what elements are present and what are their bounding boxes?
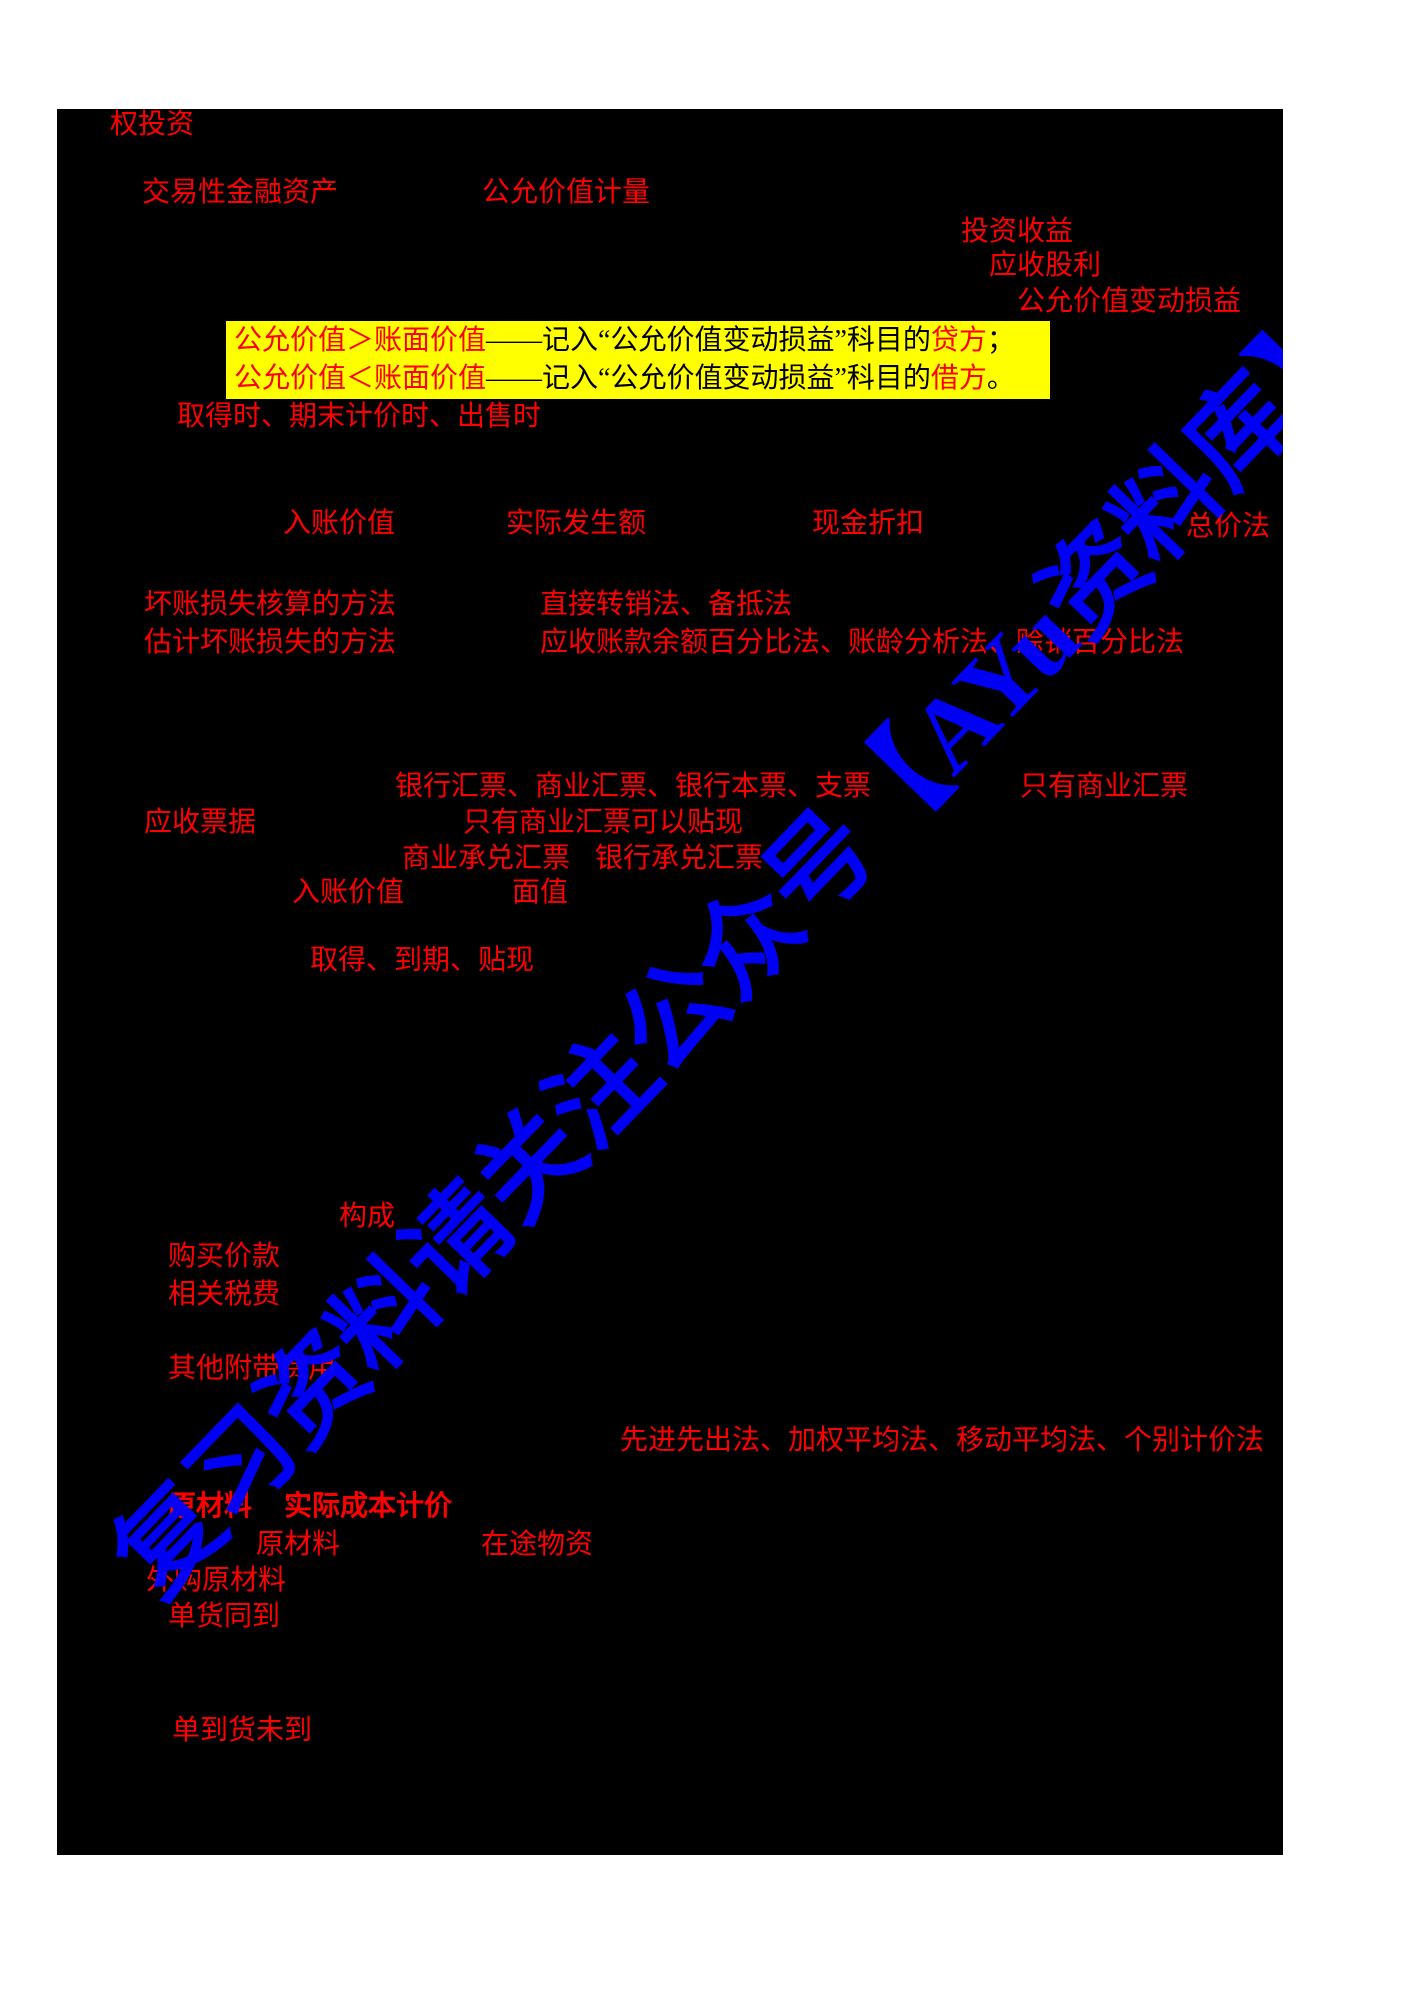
highlight-middle: ——记入“公允价值变动损益”科目的 bbox=[486, 363, 931, 394]
highlight-condition: 公允价值＞账面价值 bbox=[234, 325, 487, 356]
note-label: 直接转销法、备抵法 bbox=[540, 589, 793, 620]
note-label: 银行汇票、商业汇票、银行本票、支票 bbox=[395, 771, 872, 802]
note-label: 其他附带费用 bbox=[168, 1353, 337, 1384]
note-label: 原材料 bbox=[256, 1529, 341, 1560]
note-label: 商业承兑汇票 bbox=[402, 843, 571, 874]
note-label: 应收股利 bbox=[989, 250, 1102, 281]
note-label: 公允价值变动损益 bbox=[1017, 286, 1242, 317]
highlight-tail: ； bbox=[986, 325, 1015, 356]
note-label: 原材料 bbox=[168, 1491, 253, 1522]
note-label: 相关税费 bbox=[168, 1279, 281, 1310]
note-label: 估计坏账损失的方法 bbox=[144, 627, 397, 658]
note-label: 交易性金融资产 bbox=[142, 177, 339, 208]
highlight-entry: 借方 bbox=[930, 363, 987, 394]
note-label: 购买价款 bbox=[168, 1241, 281, 1272]
note-label: 取得时、期末计价时、出售时 bbox=[177, 401, 542, 432]
note-label: 单到货未到 bbox=[172, 1715, 313, 1746]
note-label: 入账价值 bbox=[283, 508, 396, 539]
note-label: 只有商业汇票 bbox=[1020, 771, 1189, 802]
note-label: 应收账款余额百分比法、账龄分析法、赊销百分比法 bbox=[540, 627, 1185, 658]
note-label: 面值 bbox=[512, 877, 569, 908]
note-label: 银行承兑汇票 bbox=[595, 843, 764, 874]
highlight-line: 公允价值＞账面价值——记入“公允价值变动损益”科目的贷方； bbox=[234, 322, 1042, 360]
note-label: 取得、到期、贴现 bbox=[310, 945, 535, 976]
highlight-tail: 。 bbox=[986, 363, 1015, 394]
note-label: 先进先出法、加权平均法、移动平均法、个别计价法 bbox=[620, 1425, 1265, 1456]
notes-board: 复习资料请关注公众号【AYu资料库】 权投资 交易性金融资产 公允价值计量 投资… bbox=[57, 109, 1283, 1855]
note-label: 坏账损失核算的方法 bbox=[144, 589, 397, 620]
note-label: 现金折扣 bbox=[812, 508, 925, 539]
note-label: 公允价值计量 bbox=[482, 177, 651, 208]
highlight-line: 公允价值＜账面价值——记入“公允价值变动损益”科目的借方。 bbox=[234, 360, 1042, 398]
note-label: 构成 bbox=[339, 1201, 396, 1232]
note-label: 权投资 bbox=[110, 109, 195, 140]
note-label: 入账价值 bbox=[292, 877, 405, 908]
note-label: 投资收益 bbox=[961, 216, 1074, 247]
note-label: 实际发生额 bbox=[506, 508, 647, 539]
note-label: 应收票据 bbox=[144, 807, 257, 838]
note-label: 只有商业汇票可以贴现 bbox=[463, 807, 744, 838]
note-label: 单货同到 bbox=[168, 1601, 281, 1632]
note-label: 在途物资 bbox=[481, 1529, 594, 1560]
note-label: 外购原材料 bbox=[146, 1565, 287, 1596]
highlight-middle: ——记入“公允价值变动损益”科目的 bbox=[486, 325, 931, 356]
note-label: 实际成本计价 bbox=[284, 1491, 453, 1522]
highlight-entry: 贷方 bbox=[930, 325, 987, 356]
highlight-condition: 公允价值＜账面价值 bbox=[234, 363, 487, 394]
note-label: 总价法 bbox=[1186, 511, 1271, 542]
highlight-box: 公允价值＞账面价值——记入“公允价值变动损益”科目的贷方； 公允价值＜账面价值—… bbox=[226, 321, 1050, 399]
